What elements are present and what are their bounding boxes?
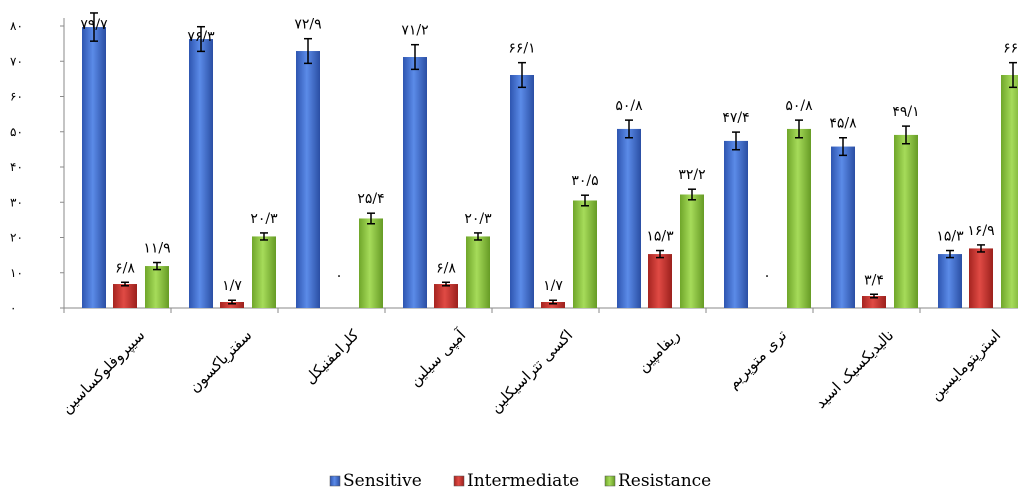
bar-intermediate [648,254,672,308]
y-tick-label: ۷۰ [10,54,23,68]
data-label-intermediate: ۶/۸ [115,260,135,276]
data-label-intermediate: ۰ [335,268,343,284]
legend-swatch-sensitive [329,475,341,487]
category-label: استرپتومایسین [926,326,1004,404]
y-tick-label: ۸۰ [10,19,23,33]
legend-swatch-resistance [604,475,616,487]
data-label-sensitive: ۷۲/۹ [294,17,321,33]
legend-label-sensitive: Sensitive [343,471,422,491]
data-label-resistance: ۶۶/ [1003,41,1018,57]
category-label: سفتریاکسون [185,326,255,396]
y-tick-label: ۱۰ [10,266,23,280]
bar-intermediate [220,302,244,308]
bar-sensitive [831,146,855,308]
bar-resistance [466,236,490,308]
category-label: آمپی سیلین [406,326,470,390]
data-label-intermediate: ۱/۷ [543,278,563,294]
data-label-intermediate: ۶/۸ [436,260,456,276]
data-label-intermediate: ۳/۴ [864,272,884,288]
bar-sensitive [189,39,213,308]
bar-intermediate [434,284,458,308]
y-tick-label: ۳۰ [10,195,23,209]
bars [82,12,1018,309]
data-label-resistance: ۲۵/۴ [357,191,384,207]
data-label-resistance: ۲۰/۳ [464,211,492,227]
bar-resistance [252,236,276,308]
bar-sensitive [724,140,748,308]
data-label-sensitive: ۶۶/۱ [508,41,535,57]
data-labels: ۷۹/۷ ۷۶/۳ ۷۲/۹ ۷۱/۲ ۶۶/۱ ۵۰/۸ ۴۷/۴ ۴۵/۸ ۱۵/۳ ۶/۸ ۱… [80,17,1018,295]
data-label-intermediate: ۰ [763,268,771,284]
bar-intermediate [541,302,565,308]
bar-sensitive [510,74,534,308]
data-label-sensitive: ۴۵/۸ [829,116,857,132]
bar-resistance [680,194,704,308]
category-label: اکسی تتراسیکلین [486,326,576,416]
legend-swatch-intermediate [453,475,465,487]
bar-sensitive [296,51,320,309]
category-labels: سیپروفلوکساسین سفتریاکسون کلرامفنیکل آمپی س… [57,325,1004,417]
category-label: تری متوپریم [724,326,790,392]
legend: Sensitive Intermediate Resistance [329,471,711,491]
bar-sensitive [403,57,427,308]
bar-intermediate [969,248,993,308]
bar-intermediate [862,296,886,308]
data-label-intermediate: ۱/۷ [222,278,242,294]
bar-resistance [1001,74,1018,308]
data-label-resistance: ۵۰/۸ [785,98,813,114]
data-label-sensitive: ۵۰/۸ [615,98,643,114]
legend-label-intermediate: Intermediate [467,471,579,491]
data-label-sensitive: ۷۶/۳ [187,29,215,45]
data-label-resistance: ۳۲/۲ [678,167,705,183]
data-label-sensitive: ۴۷/۴ [722,110,749,126]
category-label: ریفامپین [634,326,684,376]
y-tick-label: ۲۰ [10,231,23,245]
category-label: کلرامفنیکل [301,325,363,387]
category-label: نالیدیکسیک اسید [811,326,897,412]
y-tick-label: ۴۰ [10,160,23,174]
bar-sensitive [617,128,641,308]
data-label-resistance: ۱۱/۹ [143,241,170,257]
data-label-sensitive: ۷۹/۷ [80,17,108,33]
data-label-resistance: ۲۰/۳ [250,211,278,227]
legend-label-resistance: Resistance [618,471,711,491]
data-label-sensitive: ۷۱/۲ [401,23,428,39]
y-tick-label: ۵۰ [10,125,23,139]
data-label-resistance: ۳۰/۵ [571,173,598,189]
bar-sensitive [82,27,106,309]
data-label-intermediate: ۱۶/۹ [967,223,994,239]
bar-sensitive [938,254,962,308]
data-label-resistance: ۴۹/۱ [892,104,919,120]
bar-resistance [787,128,811,308]
bar-intermediate [113,284,137,308]
bar-resistance [145,266,169,308]
y-tick-label: ۰ [10,301,16,315]
data-label-intermediate: ۱۵/۳ [646,229,674,245]
bar-resistance [359,218,383,308]
bar-resistance [894,134,918,308]
y-tick-label: ۶۰ [10,90,23,104]
category-label: سیپروفلوکساسین [57,326,148,417]
data-label-sensitive: ۱۵/۳ [936,229,964,245]
bar-resistance [573,200,597,308]
